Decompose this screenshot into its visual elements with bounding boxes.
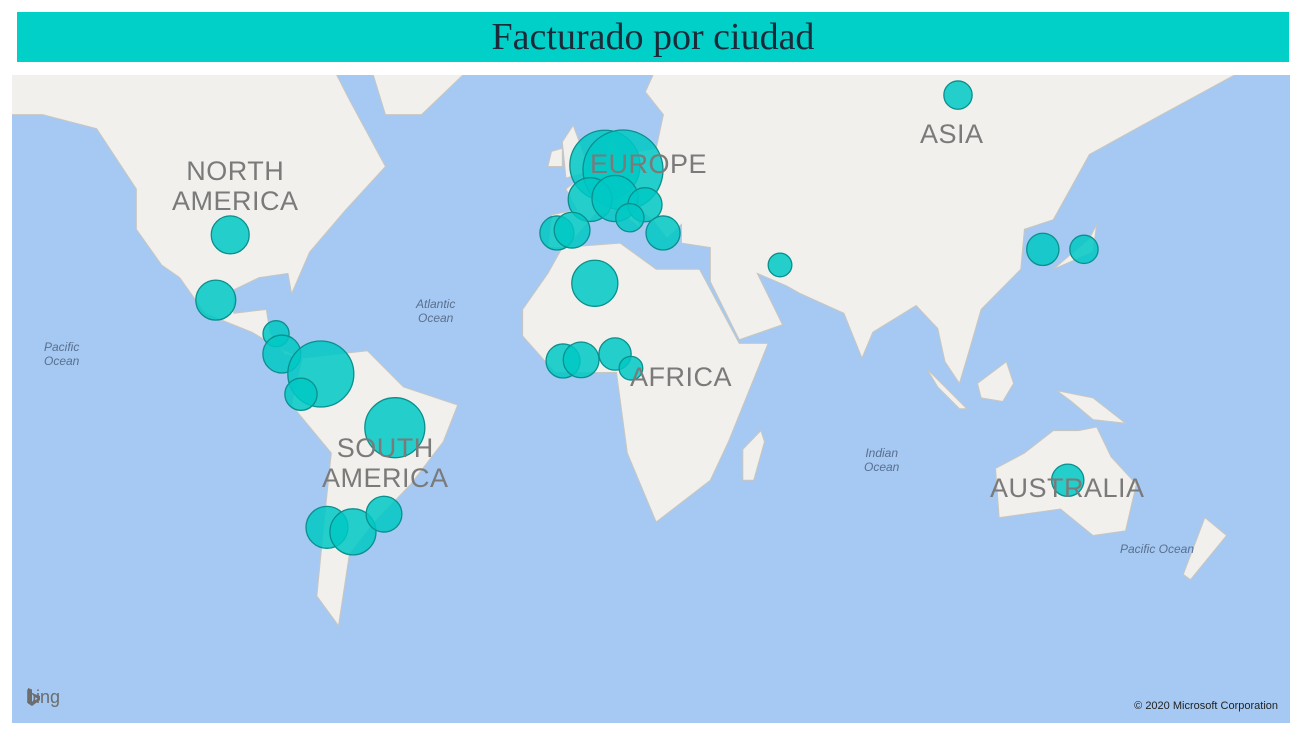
map-visual[interactable]: NORTH AMERICA SOUTH AMERICA EUROPE AFRIC… — [12, 75, 1290, 723]
city-bubble[interactable] — [210, 215, 250, 255]
city-bubble[interactable] — [618, 355, 644, 381]
city-bubble[interactable] — [571, 259, 619, 307]
label-pacific-ocean-west: Pacific Ocean — [44, 340, 80, 368]
label-indian-ocean: Indian Ocean — [864, 446, 900, 474]
land-greenland — [372, 75, 464, 116]
city-bubble[interactable] — [1069, 234, 1099, 265]
label-north-america: NORTH AMERICA — [172, 156, 299, 216]
land-sumatra — [926, 368, 968, 410]
land-north-america — [12, 75, 387, 359]
city-bubble[interactable] — [284, 377, 318, 411]
copyright-notice: © 2020 Microsoft Corporation — [1134, 700, 1278, 712]
land-madagascar — [742, 429, 766, 481]
city-bubble[interactable] — [553, 211, 591, 249]
land-new-guinea — [1056, 390, 1128, 424]
label-europe: EUROPE — [590, 149, 708, 179]
label-south-america: SOUTH AMERICA — [322, 433, 449, 493]
page-title: Facturado por ciudad — [491, 16, 815, 58]
city-bubble[interactable] — [1050, 463, 1085, 498]
land-eurasia — [547, 75, 1235, 385]
city-bubble[interactable] — [329, 508, 377, 556]
city-bubble[interactable] — [767, 252, 793, 278]
city-bubble[interactable] — [364, 397, 426, 459]
city-bubble[interactable] — [645, 215, 681, 251]
city-bubble[interactable] — [943, 80, 973, 110]
city-bubble[interactable] — [365, 495, 403, 533]
bing-icon — [28, 688, 40, 706]
city-bubble[interactable] — [1026, 232, 1060, 267]
label-asia: ASIA — [920, 119, 984, 149]
label-atlantic-ocean: Atlantic Ocean — [416, 297, 456, 325]
land-ireland — [547, 147, 563, 168]
bubble-layer — [195, 80, 1099, 556]
city-bubble[interactable] — [615, 202, 645, 233]
label-pacific-ocean-east: Pacific Ocean — [1120, 542, 1195, 556]
land-new-zealand — [1182, 516, 1228, 581]
city-bubble[interactable] — [195, 279, 237, 321]
land-borneo — [976, 360, 1015, 402]
label-australia: AUSTRALIA — [990, 473, 1145, 503]
map-canvas[interactable] — [12, 75, 1290, 723]
bing-logo: bing — [26, 687, 60, 708]
city-bubble[interactable] — [562, 341, 600, 379]
label-africa: AFRICA — [630, 362, 733, 392]
title-bar: Facturado por ciudad — [17, 12, 1289, 62]
